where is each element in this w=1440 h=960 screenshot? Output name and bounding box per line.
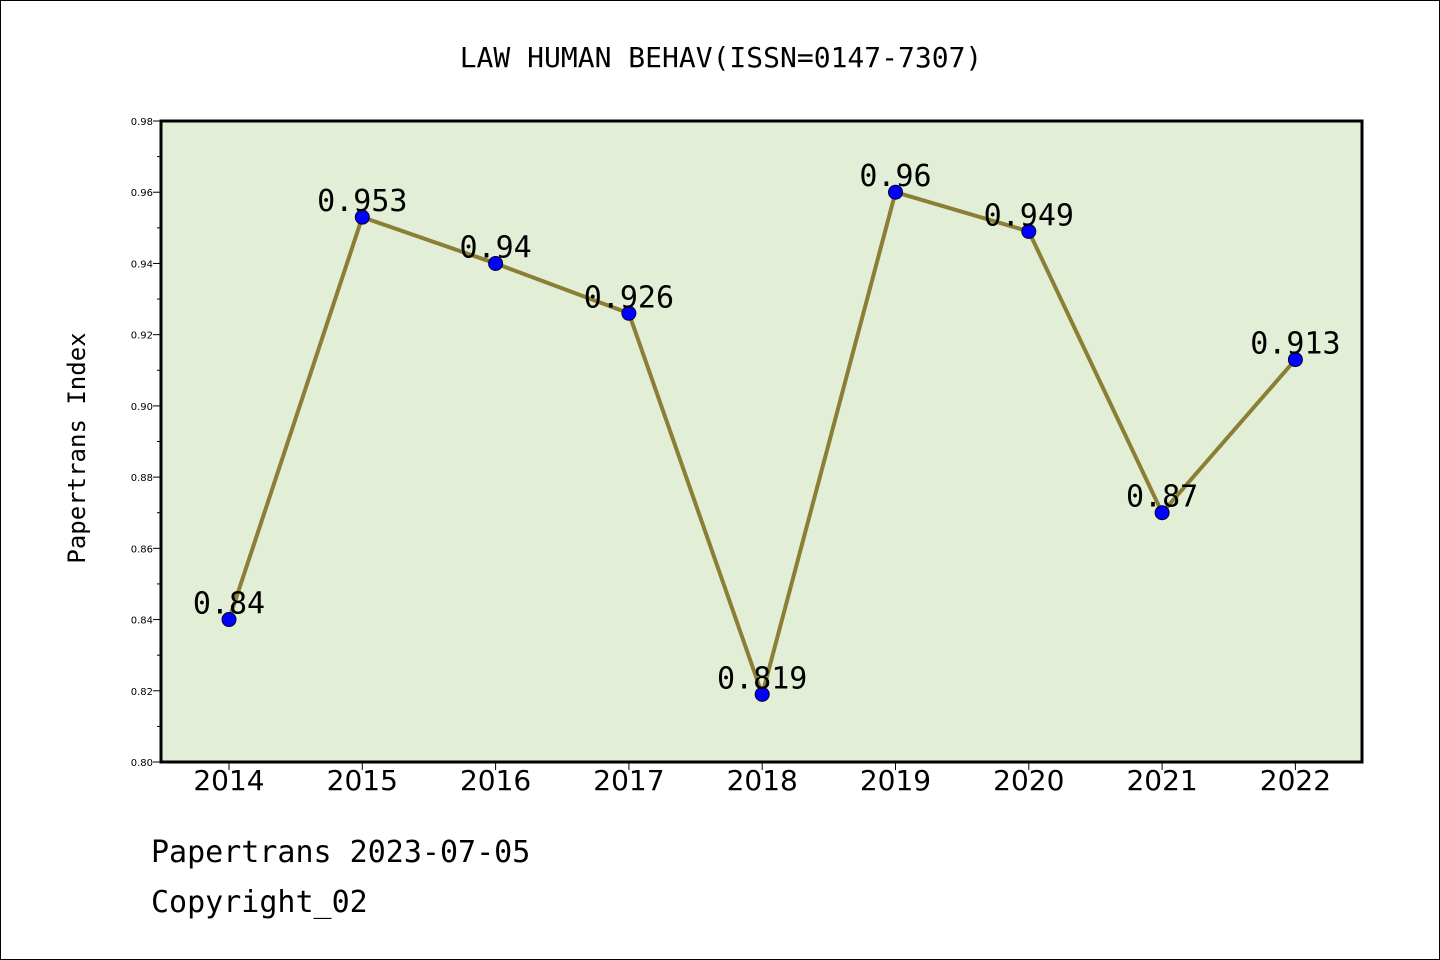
y-tick-label: 0.88 — [131, 473, 153, 484]
data-label: 0.926 — [584, 280, 674, 315]
x-tick-label: 2014 — [193, 764, 264, 797]
data-label: 0.84 — [193, 587, 265, 622]
x-tick-label: 2018 — [727, 764, 798, 797]
x-tick-label: 2022 — [1260, 764, 1331, 797]
footer-copyright: Copyright_02 — [151, 885, 368, 920]
y-tick-label: 0.94 — [131, 259, 153, 270]
x-tick-label: 2016 — [460, 764, 531, 797]
data-label: 0.94 — [459, 230, 531, 265]
data-point — [1287, 352, 1303, 368]
x-axis: 2014 2015 2016 2017 2018 2019 2020 2021 2022 — [193, 762, 1331, 797]
y-tick-label: 0.80 — [131, 758, 153, 769]
series-papertrans-index: 0.84 0.953 0.94 0.926 0.819 0.96 0.949 0.87 0.91… — [193, 159, 1341, 702]
x-tick-label: 2020 — [993, 764, 1064, 797]
x-tick-label: 2015 — [327, 764, 398, 797]
y-axis: 0.80 0.82 0.84 0.86 0.88 0.90 0.92 0.94 0.96 0.98 — [131, 117, 161, 769]
y-tick-label: 0.90 — [131, 402, 153, 413]
y-tick-label: 0.96 — [131, 188, 153, 199]
y-tick-label: 0.84 — [131, 616, 153, 627]
data-label: 0.96 — [859, 159, 931, 194]
y-tick-label: 0.86 — [131, 544, 153, 555]
data-point — [888, 184, 903, 200]
data-label: 0.913 — [1250, 327, 1340, 362]
x-tick-label: 2017 — [593, 764, 664, 797]
data-label: 0.819 — [717, 661, 807, 696]
x-tick-label: 2021 — [1126, 764, 1197, 797]
data-point — [354, 209, 370, 225]
data-point — [754, 686, 770, 702]
data-point — [221, 612, 237, 628]
y-axis-label: Papertrans Index — [63, 332, 91, 563]
chart-title: LAW HUMAN BEHAV(ISSN=0147-7307) — [460, 41, 983, 74]
y-tick-label: 0.98 — [131, 117, 153, 128]
data-label: 0.953 — [317, 184, 407, 219]
plot-area — [159, 119, 1364, 764]
data-point — [621, 305, 637, 321]
data-label: 0.949 — [984, 198, 1074, 233]
footer-date-line: Papertrans 2023-07-05 — [151, 835, 531, 870]
y-tick-label: 0.82 — [131, 687, 153, 698]
data-label: 0.87 — [1126, 480, 1198, 515]
data-point — [1154, 505, 1170, 521]
y-tick-label: 0.92 — [131, 331, 153, 342]
data-point — [488, 255, 504, 271]
x-tick-label: 2019 — [860, 764, 931, 797]
data-point — [1021, 223, 1037, 239]
